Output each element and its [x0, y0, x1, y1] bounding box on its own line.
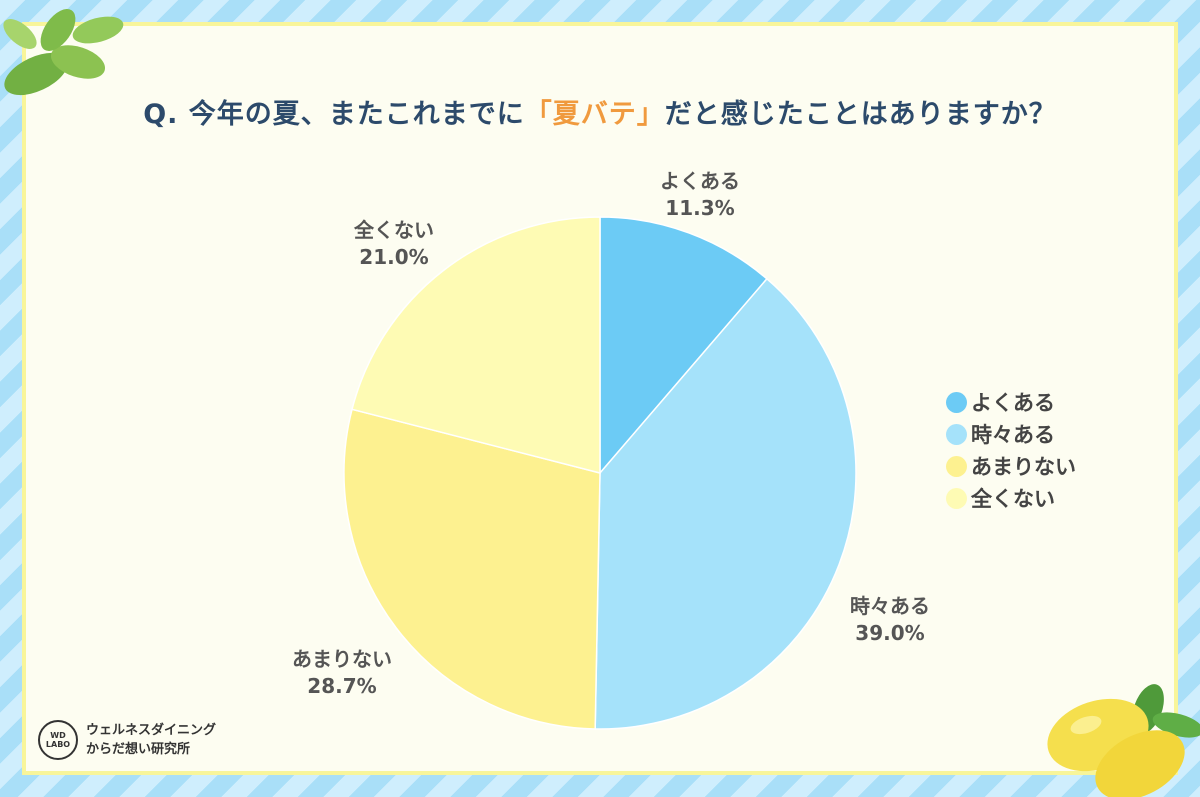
brand-line-1: ウェルネスダイニング [86, 723, 217, 738]
slice-category: 時々ある [850, 594, 930, 618]
legend-item: 時々ある [946, 418, 1076, 450]
slice-label-mattakunai: 全くない 21.0% [314, 217, 474, 271]
legend-swatch [946, 391, 967, 413]
question-title: Q. 今年の夏、またこれまでに「夏バテ」だと感じたことはありますか？ [0, 92, 1200, 131]
title-highlight: 「夏バテ」 [524, 99, 665, 130]
chart-legend: よくある 時々ある あまりない 全くない [946, 386, 1076, 514]
slice-category: 全くない [354, 218, 434, 242]
brand-name: ウェルネスダイニング からだ想い研究所 [86, 721, 216, 759]
legend-swatch [946, 487, 967, 509]
legend-item: よくある [946, 386, 1076, 418]
slice-label-amarinai: あまりない 28.7% [262, 646, 422, 700]
brand-line-2: からだ想い研究所 [86, 742, 191, 757]
slice-value: 11.3% [665, 196, 735, 220]
slice-mattakunai [351, 216, 601, 474]
slice-yokuaru [599, 216, 768, 476]
legend-swatch [946, 423, 967, 445]
slice-value: 39.0% [855, 621, 925, 645]
slice-category: あまりない [292, 647, 392, 671]
slice-amarinai [343, 408, 601, 730]
legend-item: あまりない [946, 450, 1076, 482]
slice-tokidoki [594, 277, 857, 730]
slice-value: 21.0% [359, 245, 429, 269]
lemon-icon [1047, 684, 1200, 797]
legend-label: あまりない [971, 455, 1076, 479]
legend-label: 時々ある [971, 423, 1055, 447]
slice-category: よくある [660, 169, 740, 193]
legend-label: 全くない [971, 487, 1055, 511]
slice-label-yokuaru: よくある 11.3% [620, 168, 780, 222]
title-prefix: Q. 今年の夏、またこれまでに [143, 99, 525, 130]
brand-logo: WD LABO ウェルネスダイニング からだ想い研究所 [38, 720, 216, 760]
legend-item: 全くない [946, 482, 1076, 514]
wd-labo-badge-icon: WD LABO [38, 720, 78, 760]
slice-label-tokidoki: 時々ある 39.0% [810, 593, 970, 647]
legend-swatch [946, 455, 967, 477]
legend-label: よくある [971, 391, 1055, 415]
mint-leaves-icon [3, 8, 124, 96]
title-suffix: だと感じたことはありますか？ [664, 99, 1057, 130]
slice-value: 28.7% [307, 674, 377, 698]
